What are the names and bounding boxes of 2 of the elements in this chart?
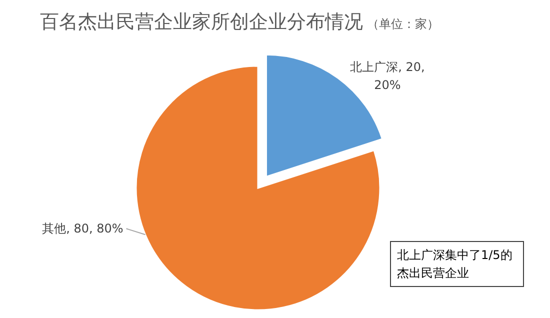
- title: 百名杰出民营企业家所创企业分布情况: [40, 11, 363, 33]
- subtitle: （单位：家）: [367, 17, 439, 31]
